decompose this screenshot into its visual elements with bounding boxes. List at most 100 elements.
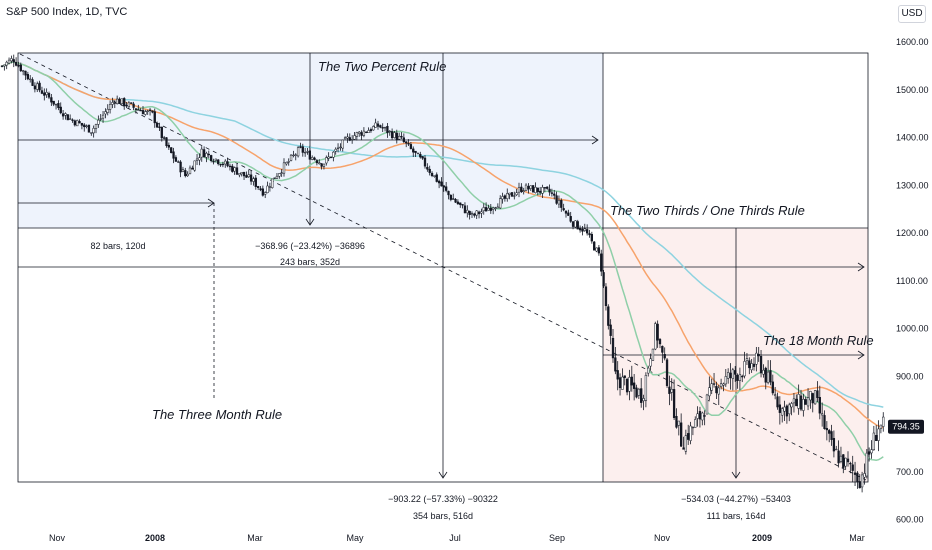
- candle-body: [860, 474, 864, 488]
- candle-body: [261, 188, 265, 196]
- candle-body: [750, 363, 753, 371]
- arrowhead: [207, 198, 215, 208]
- candle-body: [722, 383, 725, 386]
- ma-slow-line: [1, 61, 884, 408]
- candle-body: [578, 228, 582, 231]
- x-axis: Nov 2008 Mar May Jul Sep Nov 2009 Mar: [49, 533, 865, 543]
- chart-title: S&P 500 Index, 1D, TVC: [6, 6, 128, 18]
- candle-body: [670, 388, 673, 393]
- label-two-percent: The Two Percent Rule: [318, 59, 446, 74]
- candle-body: [22, 70, 25, 72]
- candle-body: [275, 175, 279, 179]
- x-tick-label: Mar: [247, 533, 263, 543]
- candle-body: [853, 472, 857, 475]
- candle-body: [816, 390, 819, 398]
- last-price-label: 794.35: [892, 422, 920, 432]
- candle-body: [882, 416, 885, 427]
- candle-body: [461, 204, 464, 206]
- candle-body: [470, 213, 474, 215]
- y-tick-label: 1300.00: [896, 180, 929, 190]
- candle-body: [680, 422, 683, 447]
- candle-body: [318, 162, 321, 165]
- candle-body: [254, 177, 257, 187]
- candle-body: [10, 58, 13, 62]
- candle-body: [76, 120, 79, 127]
- candle-body: [705, 394, 709, 415]
- candle-body: [832, 438, 836, 452]
- x-tick-label: Nov: [654, 533, 671, 543]
- candle-body: [508, 192, 511, 195]
- candle-body: [539, 190, 542, 193]
- candle-body: [569, 216, 572, 222]
- candle-body: [454, 199, 457, 203]
- candle-body: [625, 378, 629, 393]
- y-tick-label: 900.00: [896, 371, 924, 381]
- candle-body: [362, 130, 366, 136]
- last-price-tag: 794.35: [888, 419, 924, 434]
- candle-body: [205, 153, 208, 158]
- ma-fast-line: [1, 61, 884, 461]
- candle-body: [595, 247, 598, 252]
- trend-dashed: [19, 53, 867, 481]
- candle-body: [823, 415, 826, 429]
- candle-body: [654, 323, 657, 350]
- candle-body: [743, 361, 746, 377]
- candle-body: [856, 472, 859, 482]
- candle-body: [181, 169, 185, 173]
- candle-body: [228, 165, 232, 168]
- candle-body: [104, 111, 107, 115]
- candle-body: [160, 126, 163, 139]
- candle-body: [778, 404, 782, 413]
- candle-body: [557, 200, 561, 205]
- candle-body: [499, 198, 502, 209]
- candle-body: [311, 157, 314, 160]
- candle-body: [57, 103, 60, 108]
- candle-body: [482, 207, 485, 211]
- candle-body: [14, 61, 18, 66]
- candle-body: [762, 369, 765, 375]
- candle-body: [691, 426, 695, 429]
- x-tick-label: Jul: [449, 533, 461, 543]
- candle-body: [120, 98, 123, 105]
- candle-body: [593, 241, 596, 251]
- candle-body: [134, 108, 138, 110]
- candle-body: [586, 229, 589, 234]
- candle-body: [153, 111, 156, 124]
- candle-body: [858, 481, 861, 489]
- arrowhead: [305, 218, 315, 226]
- candle-body: [851, 464, 854, 471]
- candle-body: [623, 375, 626, 378]
- candle-body: [529, 185, 532, 189]
- candle-body: [94, 124, 98, 129]
- candle-body: [755, 352, 758, 365]
- candle-body: [844, 457, 847, 467]
- candle-body: [536, 187, 539, 193]
- candle-body: [195, 158, 199, 161]
- candle-body: [689, 425, 692, 441]
- candle-body: [492, 207, 495, 210]
- candle-body: [287, 161, 290, 163]
- candle-body: [687, 433, 690, 440]
- candle-body: [47, 93, 51, 98]
- candle-body: [146, 110, 149, 112]
- candle-body: [651, 348, 655, 361]
- candle-body: [393, 132, 396, 138]
- candle-body: [87, 124, 91, 133]
- candle-body: [496, 206, 500, 209]
- candle-body: [468, 210, 471, 215]
- candle-body: [304, 151, 307, 154]
- candle-body: [313, 157, 316, 160]
- candle-body: [214, 158, 217, 161]
- candle-body: [407, 143, 410, 145]
- candle-body: [543, 187, 547, 189]
- candle-body: [36, 83, 39, 90]
- candle-body: [597, 247, 601, 254]
- candle-body: [430, 172, 434, 177]
- candle-body: [513, 195, 516, 197]
- candle-body: [553, 193, 556, 196]
- candle-body: [172, 151, 175, 159]
- candle-body: [604, 286, 608, 307]
- currency-button[interactable]: USD: [898, 5, 926, 23]
- candle-body: [64, 113, 67, 116]
